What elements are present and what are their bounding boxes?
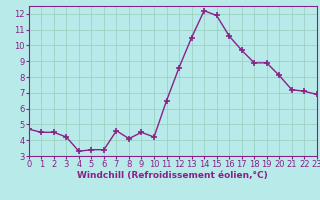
X-axis label: Windchill (Refroidissement éolien,°C): Windchill (Refroidissement éolien,°C) — [77, 171, 268, 180]
